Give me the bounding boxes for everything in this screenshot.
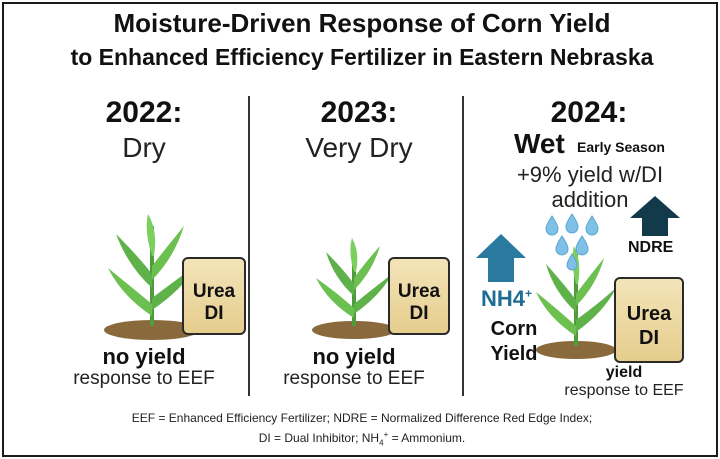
nh4-charge: + [525, 286, 533, 301]
soil-mound-2024 [536, 341, 616, 359]
panel-2024-year: 2024: [550, 96, 628, 129]
panel-2023-result-text: response to EEF [283, 368, 425, 389]
panel-2023-result-bold: no yield [312, 344, 396, 369]
yield-label: Yield [490, 343, 538, 365]
bag-label-line2: DI [409, 303, 429, 324]
panel-2024-condition: Wet [514, 128, 565, 159]
illustrations [104, 196, 680, 359]
soil-mound-2023 [312, 321, 396, 339]
corn-label: Corn [490, 318, 538, 340]
corn-plant-icon [316, 238, 392, 326]
title-line-1: Moisture-Driven Response of Corn Yield [113, 8, 611, 38]
bag-label-line2: DI [639, 327, 659, 349]
panel-2024-effect-line2: addition [551, 187, 629, 212]
footnote-line2-b: = Ammonium. [388, 431, 466, 445]
nh4-text: NH4 [481, 286, 526, 311]
panel-2023-condition: Very Dry [305, 132, 413, 163]
footnote-line-1: EEF = Enhanced Efficiency Fertilizer; ND… [131, 411, 593, 425]
panel-divider-1 [248, 96, 250, 396]
panel-2024-result-text: response to EEF [564, 382, 684, 399]
panel-2022-year: 2022: [105, 96, 183, 129]
panel-2024-result-bold: yield [605, 364, 643, 381]
nh4-label: NH4+ [481, 286, 532, 312]
bag-label-line1: Urea [626, 303, 672, 325]
title-line-2: to Enhanced Efficiency Fertilizer in Eas… [70, 44, 654, 70]
ndre-label: NDRE [628, 239, 674, 256]
panel-2024-condition-note: Early Season [577, 139, 665, 155]
soil-mound-2022 [104, 320, 200, 340]
footnote-line2-a: DI = Dual Inhibitor; NH [258, 431, 380, 445]
corn-plant-icon [108, 214, 198, 326]
panel-divider-2 [462, 96, 464, 396]
corn-yield-label: Corn Yield [474, 317, 554, 367]
fertilizer-bag-icon: Urea DI [614, 277, 684, 363]
footnote-line-2: DI = Dual Inhibitor; NH4+ = Ammonium. [4, 430, 720, 447]
fertilizer-bag-icon: Urea DI [182, 257, 246, 335]
panel-2022-result-bold: no yield [102, 344, 186, 369]
footnote-sup: + [383, 430, 389, 439]
panel-2024-effect-line1: +9% yield w/DI [516, 162, 664, 187]
footnote-sub: 4 [379, 438, 384, 448]
panel-2024-effect: +9% yield w/DI addition [470, 162, 710, 212]
up-arrow-icon [476, 234, 526, 282]
panel-2022-condition: Dry [122, 132, 166, 163]
panel-2022-result-text: response to EEF [73, 368, 215, 389]
bag-label-line2: DI [204, 303, 224, 324]
up-arrow-icon [630, 196, 680, 236]
fertilizer-bag-icon: Urea DI [388, 257, 450, 335]
panel-2023-year: 2023: [320, 96, 398, 129]
bag-label-line1: Urea [397, 281, 441, 302]
bag-label-line1: Urea [192, 281, 236, 302]
water-droplet-icon [545, 213, 599, 271]
corn-plant-icon [536, 246, 616, 346]
